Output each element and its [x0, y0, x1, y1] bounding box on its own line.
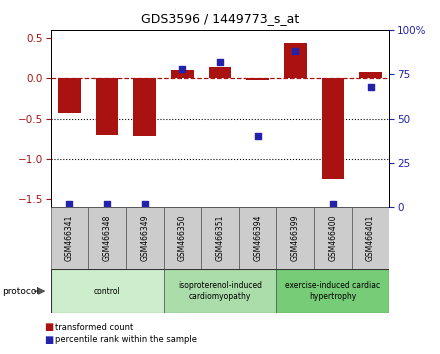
Text: GSM466399: GSM466399 [291, 215, 300, 261]
Text: GSM466348: GSM466348 [103, 215, 112, 261]
Bar [51, 207, 88, 269]
Point [292, 48, 299, 54]
Bar [58, 78, 81, 113]
Text: isoproterenol-induced
cardiomyopathy: isoproterenol-induced cardiomyopathy [178, 281, 262, 301]
Text: percentile rank within the sample: percentile rank within the sample [55, 335, 197, 344]
Bar [126, 207, 164, 269]
Bar [246, 78, 269, 80]
Text: GSM466394: GSM466394 [253, 215, 262, 261]
Bar [164, 207, 201, 269]
Bar [51, 269, 164, 313]
Bar [209, 67, 231, 78]
Point [141, 201, 148, 206]
Bar [164, 269, 276, 313]
Text: exercise-induced cardiac
hypertrophy: exercise-induced cardiac hypertrophy [286, 281, 381, 301]
Point [66, 201, 73, 206]
Text: GSM466341: GSM466341 [65, 215, 74, 261]
Point [216, 59, 224, 65]
Point [103, 201, 110, 206]
Bar [352, 207, 389, 269]
Bar [276, 207, 314, 269]
Bar [239, 207, 276, 269]
Point [367, 84, 374, 90]
Text: ■: ■ [44, 322, 53, 332]
Bar [171, 70, 194, 78]
Bar [276, 269, 389, 313]
Bar [322, 78, 344, 179]
Text: GSM466351: GSM466351 [216, 215, 224, 261]
Bar [314, 207, 352, 269]
Bar [133, 78, 156, 136]
Text: GSM466400: GSM466400 [328, 215, 337, 261]
Bar [88, 207, 126, 269]
Bar [284, 43, 307, 78]
Text: GSM466349: GSM466349 [140, 215, 149, 261]
Point [330, 201, 337, 206]
Text: GSM466350: GSM466350 [178, 215, 187, 261]
Bar [201, 207, 239, 269]
Text: protocol: protocol [2, 287, 39, 296]
Text: control: control [94, 287, 121, 296]
Point [254, 133, 261, 139]
Text: GSM466401: GSM466401 [366, 215, 375, 261]
Text: transformed count: transformed count [55, 323, 133, 332]
Point [179, 66, 186, 72]
Bar [359, 72, 382, 78]
Text: ■: ■ [44, 335, 53, 345]
Text: GDS3596 / 1449773_s_at: GDS3596 / 1449773_s_at [141, 12, 299, 25]
Bar [96, 78, 118, 135]
